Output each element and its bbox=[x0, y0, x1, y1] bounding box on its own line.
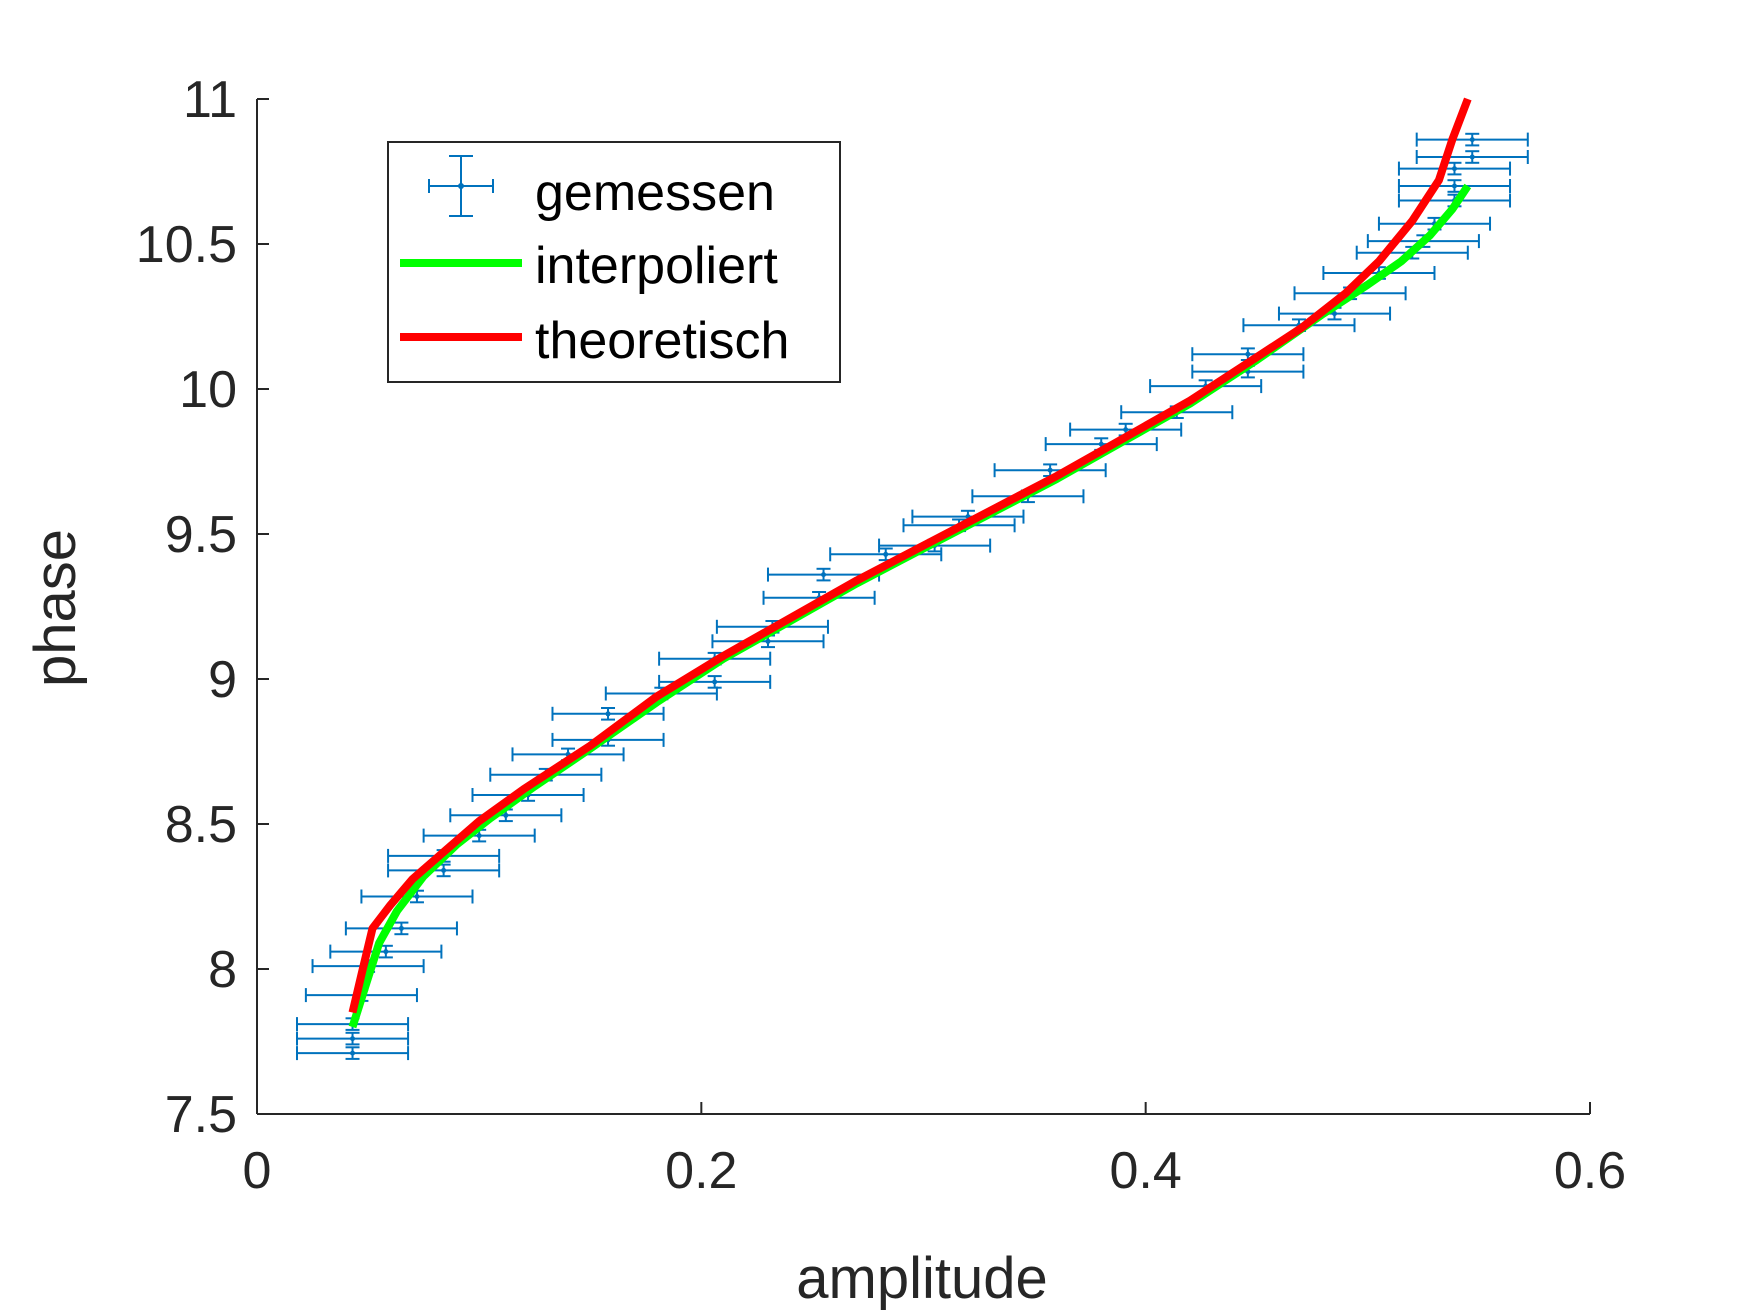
data-point bbox=[1044, 437, 1158, 452]
data-marker bbox=[821, 572, 827, 578]
y-tick-label: 8.5 bbox=[165, 796, 237, 854]
legend-entry-interpoliert: interpoliert bbox=[400, 237, 778, 295]
legend-entry-theoretisch: theoretisch bbox=[400, 312, 789, 370]
x-tick-label: 0.6 bbox=[1554, 1142, 1626, 1200]
data-marker bbox=[712, 679, 718, 685]
y-tick-label: 9.5 bbox=[165, 506, 237, 564]
data-marker bbox=[350, 1050, 356, 1056]
data-marker bbox=[383, 949, 389, 955]
data-point bbox=[329, 944, 443, 959]
data-point bbox=[1397, 179, 1512, 193]
data-marker bbox=[883, 551, 889, 557]
data-point bbox=[1415, 150, 1529, 164]
data-point bbox=[829, 547, 943, 562]
data-point bbox=[711, 634, 825, 649]
data-marker bbox=[350, 1036, 356, 1042]
data-marker bbox=[441, 867, 447, 873]
y-tick-label: 10 bbox=[179, 361, 237, 419]
data-point bbox=[1191, 347, 1305, 362]
data-marker bbox=[1332, 311, 1338, 317]
data-marker bbox=[1451, 166, 1457, 172]
x-tick-label: 0 bbox=[243, 1142, 272, 1200]
data-point bbox=[422, 828, 536, 843]
data-point bbox=[360, 889, 474, 904]
axes: 0 0.2 0.4 0.6 7.5 8 8.5 9 9.5 10 10.5 11 bbox=[136, 71, 1626, 1200]
y-tick-label: 9 bbox=[208, 651, 237, 709]
data-marker bbox=[398, 925, 404, 931]
x-tick-label: 0.2 bbox=[665, 1142, 737, 1200]
data-marker bbox=[503, 812, 509, 818]
data-marker bbox=[414, 894, 420, 899]
y-tick-label: 8 bbox=[208, 941, 237, 999]
legend-entry-gemessen: gemessen bbox=[428, 155, 775, 222]
data-point bbox=[1277, 306, 1392, 321]
data-point bbox=[1191, 364, 1305, 379]
y-tick-label: 7.5 bbox=[165, 1086, 237, 1144]
data-marker bbox=[1245, 351, 1251, 357]
data-point bbox=[387, 863, 501, 878]
data-point bbox=[295, 1031, 410, 1046]
x-axis-label: amplitude bbox=[796, 1246, 1047, 1311]
data-marker bbox=[1469, 154, 1475, 160]
legend-point bbox=[458, 183, 464, 189]
data-marker bbox=[476, 833, 482, 839]
y-tick-label: 10.5 bbox=[136, 216, 237, 274]
data-marker bbox=[1047, 467, 1053, 473]
y-axis-label: phase bbox=[23, 529, 88, 687]
legend-label-theoretisch: theoretisch bbox=[535, 312, 789, 370]
legend-marker-gemessen bbox=[428, 155, 494, 217]
series-line-theoretisch bbox=[348, 97, 1472, 1014]
data-marker bbox=[765, 638, 771, 644]
data-point bbox=[344, 921, 458, 936]
line-series bbox=[348, 97, 1472, 1029]
x-tick-label: 0.4 bbox=[1110, 1142, 1182, 1200]
y-tick-label: 11 bbox=[183, 71, 237, 129]
data-point bbox=[1415, 132, 1529, 147]
data-marker bbox=[1098, 441, 1104, 447]
data-marker bbox=[1123, 427, 1129, 433]
legend-label-interpoliert: interpoliert bbox=[535, 237, 778, 295]
data-marker bbox=[605, 711, 611, 717]
legend: gemessen interpoliert theoretisch bbox=[387, 141, 841, 383]
data-marker bbox=[1451, 183, 1457, 189]
data-marker bbox=[1469, 137, 1475, 143]
data-point bbox=[295, 1046, 410, 1061]
legend-label-gemessen: gemessen bbox=[535, 164, 775, 222]
data-point bbox=[1397, 161, 1512, 176]
